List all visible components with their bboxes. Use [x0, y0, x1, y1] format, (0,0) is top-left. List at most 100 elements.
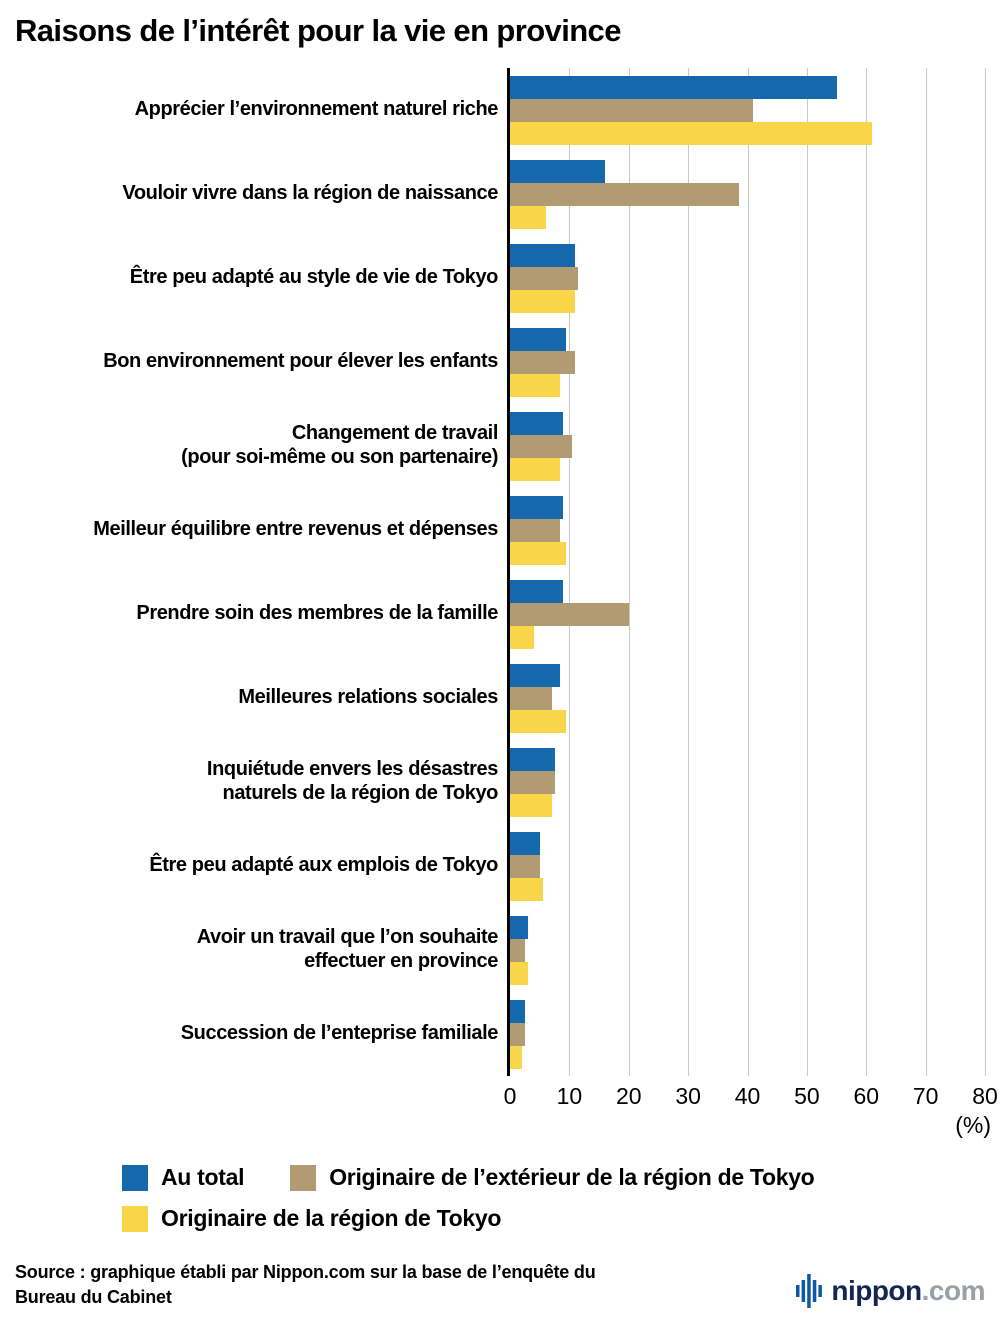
- bar-au-total: [510, 243, 576, 267]
- legend-label: Originaire de la région de Tokyo: [161, 1205, 502, 1231]
- chart-title: Raisons de l’intérêt pour la vie en prov…: [15, 13, 621, 48]
- bar-exterieur-tokyo: [510, 98, 754, 122]
- gridlines: [510, 68, 986, 1076]
- legend-swatch: [290, 1164, 317, 1191]
- bar-exterieur-tokyo: [510, 686, 552, 710]
- bar-region-tokyo: [510, 205, 546, 229]
- bar-region-tokyo: [510, 709, 567, 733]
- gridline: [925, 68, 927, 1076]
- category-label: Avoir un travail que l’on souhaite effec…: [196, 926, 499, 972]
- category-label: Inquiétude envers les désastres naturels…: [206, 758, 498, 804]
- source-line-2: Bureau du Cabinet: [15, 1286, 172, 1307]
- category-label: Changement de travail (pour soi-même ou …: [181, 422, 498, 468]
- legend-label: Originaire de l’extérieur de la région d…: [329, 1164, 815, 1190]
- gridline: [688, 68, 690, 1076]
- bar-region-tokyo: [510, 793, 552, 817]
- bar-group: [510, 908, 985, 992]
- bar-region-tokyo: [510, 373, 561, 397]
- gridline: [628, 68, 630, 1076]
- category-label: Meilleur équilibre entre revenus et dépe…: [93, 518, 498, 541]
- waveform-bars-icon: [796, 1274, 823, 1308]
- bar-au-total: [510, 411, 564, 435]
- bar-exterieur-tokyo: [510, 602, 629, 626]
- legend-swatch: [122, 1164, 148, 1191]
- gridline: [747, 68, 749, 1076]
- x-tick-label: 30: [675, 1083, 701, 1109]
- bar-exterieur-tokyo: [510, 1022, 525, 1046]
- bar-au-total: [510, 915, 528, 939]
- category-label: Être peu adapté au style de vie de Tokyo: [129, 266, 499, 289]
- bar-group: [510, 740, 985, 824]
- bar-exterieur-tokyo: [510, 266, 579, 290]
- brand-wordmark: nippon.com: [831, 1275, 985, 1307]
- brand-name: nippon: [831, 1275, 922, 1306]
- bar-group: [510, 236, 985, 320]
- gridline: [866, 68, 868, 1076]
- bar-exterieur-tokyo: [510, 854, 540, 878]
- category-label: Succession de l’enteprise familiale: [180, 1022, 499, 1045]
- bar-exterieur-tokyo: [510, 182, 739, 206]
- legend-item-au-total: Au total: [122, 1164, 245, 1191]
- x-tick-label: 70: [912, 1083, 939, 1109]
- x-axis-ticks: 0 10 20 30 40 50 60 70 80: [504, 1076, 998, 1109]
- bar-exterieur-tokyo: [510, 350, 576, 374]
- category-label: Apprécier l’environnement naturel riche: [134, 98, 499, 121]
- category-label: Vouloir vivre dans la région de naissanc…: [122, 182, 498, 205]
- bar-group: [510, 68, 985, 152]
- bar-exterieur-tokyo: [510, 518, 561, 542]
- x-axis: 0 10 20 30 40 50 60 70 80 (%): [504, 1076, 998, 1140]
- legend: Au total Originaire de l’extérieur de la …: [122, 1164, 1000, 1232]
- bar-group: [510, 572, 985, 656]
- x-tick-label: 0: [503, 1083, 517, 1109]
- bar-au-total: [510, 831, 540, 855]
- bar-region-tokyo: [510, 457, 561, 481]
- bar-groups: [510, 68, 985, 1076]
- x-tick-label: 10: [556, 1083, 583, 1109]
- bar-region-tokyo: [510, 289, 576, 313]
- bar-group: [510, 152, 985, 236]
- bar-group: [510, 488, 985, 572]
- x-axis-unit-label: (%): [955, 1112, 991, 1138]
- bar-exterieur-tokyo: [510, 434, 573, 458]
- bar-au-total: [510, 327, 567, 351]
- bar-group: [510, 992, 985, 1076]
- gridline: [985, 68, 986, 1076]
- x-tick-label: 20: [615, 1083, 642, 1109]
- category-label: Meilleures relations sociales: [238, 686, 498, 709]
- legend-item-exterieur-tokyo: Originaire de l’extérieur de la région d…: [290, 1164, 815, 1191]
- gridline: [569, 68, 571, 1076]
- bar-group: [510, 320, 985, 404]
- x-tick-label: 50: [794, 1083, 820, 1109]
- bar-group: [510, 404, 985, 488]
- bar-region-tokyo: [510, 1045, 522, 1069]
- nippon-logo: nippon.com: [796, 1274, 986, 1310]
- bar-au-total: [510, 495, 564, 519]
- footer: Source : graphique établi par Nippon.com…: [0, 1260, 1000, 1326]
- bar-au-total: [510, 747, 555, 771]
- bar-region-tokyo: [510, 121, 873, 145]
- plot-area: [507, 68, 986, 1076]
- bar-region-tokyo: [510, 877, 543, 901]
- bar-region-tokyo: [510, 961, 528, 985]
- bar-group: [510, 824, 985, 908]
- source-note: Source : graphique établi par Nippon.com…: [15, 1260, 596, 1310]
- source-line-1: Source : graphique établi par Nippon.com…: [15, 1261, 596, 1282]
- bar-region-tokyo: [510, 625, 534, 649]
- bar-exterieur-tokyo: [510, 938, 525, 962]
- bar-region-tokyo: [510, 541, 567, 565]
- bar-au-total: [510, 159, 605, 183]
- bar-au-total: [510, 579, 564, 603]
- category-label: Prendre soin des membres de la famille: [136, 602, 498, 625]
- bar-au-total: [510, 75, 837, 99]
- legend-item-region-tokyo: Originaire de la région de Tokyo: [122, 1205, 501, 1232]
- category-labels: Apprécier l’environnement naturel riche V…: [0, 68, 510, 1076]
- bar-au-total: [510, 999, 525, 1023]
- bar-group: [510, 656, 985, 740]
- x-tick-label: 40: [734, 1083, 761, 1109]
- category-label: Être peu adapté aux emplois de Tokyo: [149, 854, 498, 877]
- x-tick-label: 60: [853, 1083, 880, 1109]
- y-axis-line: [507, 68, 510, 1076]
- legend-label: Au total: [161, 1164, 245, 1190]
- x-tick-label: 80: [972, 1083, 998, 1109]
